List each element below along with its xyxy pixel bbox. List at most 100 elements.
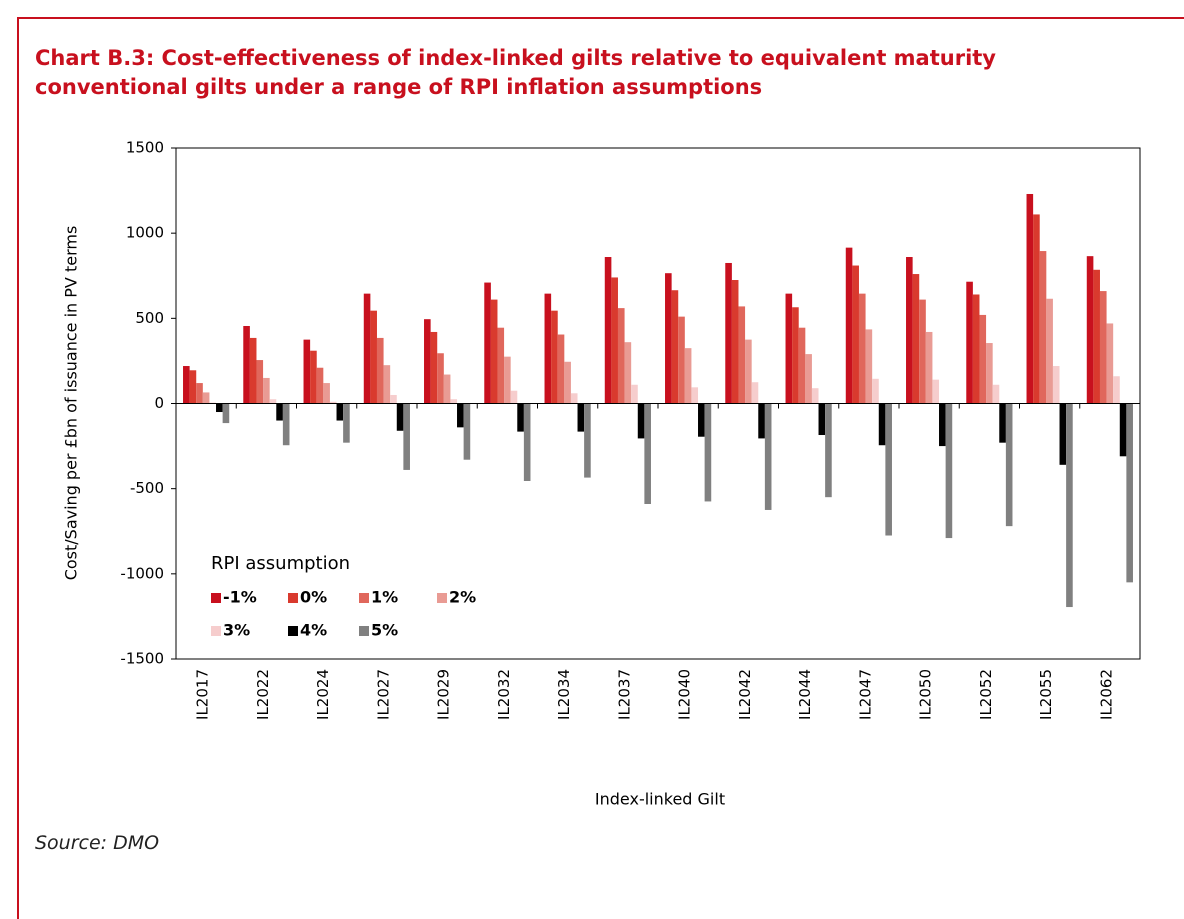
bar	[222, 403, 230, 424]
bar	[282, 403, 290, 446]
y-axis-label: Cost/Saving per £bn of issuance in PV te…	[62, 226, 81, 581]
bar	[751, 382, 759, 404]
x-tick-label: IL2037	[615, 669, 633, 720]
bar	[484, 282, 491, 404]
bar	[798, 327, 806, 404]
x-tick-label: IL2050	[917, 669, 935, 720]
bar	[1033, 214, 1040, 404]
bar	[450, 399, 458, 404]
bar	[376, 337, 384, 404]
x-tick-label: IL2034	[555, 669, 573, 720]
bar	[443, 374, 451, 404]
bar	[1113, 376, 1120, 404]
bar	[343, 403, 350, 443]
bar	[1086, 256, 1094, 404]
y-tick-label: 0	[154, 394, 164, 412]
bar	[764, 403, 772, 510]
bar	[624, 342, 632, 404]
bar	[263, 377, 270, 404]
bar	[216, 403, 223, 413]
y-tick-label: 1500	[126, 139, 164, 157]
bar	[316, 367, 324, 404]
bar	[557, 334, 565, 404]
x-tick-label: IL2027	[374, 669, 392, 720]
x-tick-label: IL2040	[676, 669, 694, 720]
bar	[1093, 269, 1100, 404]
bar	[523, 403, 531, 482]
legend-swatch	[211, 593, 221, 603]
legend-swatch	[288, 593, 298, 603]
bar	[725, 262, 732, 404]
bar	[202, 392, 210, 404]
bar	[698, 403, 705, 437]
bar	[564, 361, 571, 404]
bar	[792, 307, 799, 404]
bar	[999, 403, 1006, 443]
bar	[577, 403, 585, 432]
frame	[17, 17, 1184, 919]
bar	[276, 403, 283, 421]
y-tick-label: 500	[135, 309, 164, 327]
x-tick-label: IL2022	[254, 669, 272, 720]
bar	[329, 401, 337, 404]
bar	[424, 319, 431, 404]
legend-title: RPI assumption	[211, 553, 350, 574]
y-tick-label: -1000	[120, 564, 164, 582]
bar	[811, 388, 819, 404]
x-tick-label: IL2042	[736, 669, 754, 720]
bar	[243, 325, 250, 404]
bar	[269, 399, 277, 404]
bar	[1106, 323, 1114, 404]
bar	[684, 348, 692, 404]
bar	[665, 273, 672, 404]
chart-title: Chart B.3: Cost-effectiveness of index-l…	[35, 46, 996, 99]
bar	[497, 327, 505, 404]
bar	[189, 370, 197, 404]
bar	[383, 365, 391, 404]
bar	[972, 294, 980, 404]
bar	[912, 274, 920, 404]
bar	[865, 329, 873, 404]
bar	[925, 331, 933, 404]
legend-label: 4%	[300, 621, 327, 640]
x-axis-label: Index-linked Gilt	[595, 790, 725, 809]
legend-label: 1%	[371, 588, 398, 607]
bar	[604, 257, 612, 404]
bar	[1066, 403, 1073, 608]
bar	[992, 384, 1000, 404]
bar	[785, 293, 793, 404]
x-tick-label: IL2052	[977, 669, 995, 720]
page: Chart B.3: Cost-effectiveness of index-l…	[17, 17, 1184, 919]
bar	[979, 314, 987, 404]
bar	[370, 310, 377, 404]
bar	[738, 306, 746, 404]
legend-swatch	[437, 593, 447, 603]
bar	[1039, 251, 1047, 404]
legend-swatch	[288, 626, 298, 636]
bar	[631, 384, 638, 404]
bar	[336, 403, 344, 421]
bar	[858, 293, 866, 404]
x-tick-label: IL2062	[1097, 669, 1115, 720]
bar	[704, 403, 712, 502]
legend-swatch	[359, 593, 369, 603]
bar	[504, 356, 511, 404]
bar	[919, 299, 926, 404]
x-tick-label: IL2055	[1037, 669, 1055, 720]
bar	[1126, 403, 1133, 583]
bar	[249, 337, 257, 404]
bar	[945, 403, 953, 539]
bar	[1059, 403, 1067, 465]
x-tick-label: IL2032	[495, 669, 513, 720]
bar	[745, 339, 752, 404]
legend-label: 2%	[449, 588, 476, 607]
bar	[845, 247, 853, 404]
bar	[805, 354, 812, 404]
bar	[363, 293, 371, 404]
bar	[196, 383, 203, 404]
bar	[544, 293, 552, 404]
bar	[457, 403, 464, 428]
bar	[490, 299, 498, 404]
bar	[758, 403, 765, 439]
bar	[303, 339, 311, 404]
